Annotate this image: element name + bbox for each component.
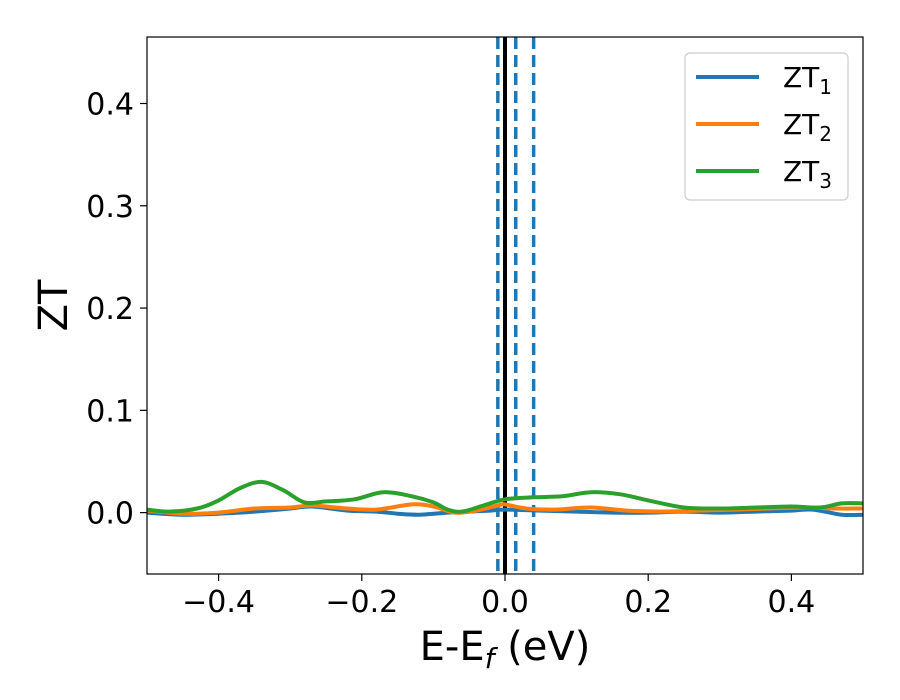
legend-label-zt1: ZT1 xyxy=(783,61,832,99)
series-line-zt3 xyxy=(147,479,863,514)
y-tick-label: 0.3 xyxy=(86,190,134,225)
legend-label-zt2: ZT2 xyxy=(783,108,832,146)
x-tick-label: −0.2 xyxy=(325,585,398,620)
y-tick-label: 0.4 xyxy=(86,87,134,122)
x-axis-label: E-Ef (eV) xyxy=(420,624,591,675)
y-tick-label: 0.0 xyxy=(86,497,134,532)
x-tick-label: 0.2 xyxy=(624,585,672,620)
y-axis-label: ZT xyxy=(31,279,77,331)
x-tick-label: 0.4 xyxy=(768,585,816,620)
x-axis-label-unit: (eV) xyxy=(494,624,590,670)
legend-label-zt3: ZT3 xyxy=(783,155,832,193)
y-tick-label: 0.1 xyxy=(86,394,134,429)
y-tick-label: 0.2 xyxy=(86,292,134,327)
legend: ZT1 ZT2 ZT3 xyxy=(684,52,849,201)
legend-box xyxy=(684,52,849,201)
x-tick-label: −0.4 xyxy=(182,585,255,620)
x-tick-label: 0.0 xyxy=(481,585,529,620)
x-axis-label-main: E-E xyxy=(420,624,485,670)
